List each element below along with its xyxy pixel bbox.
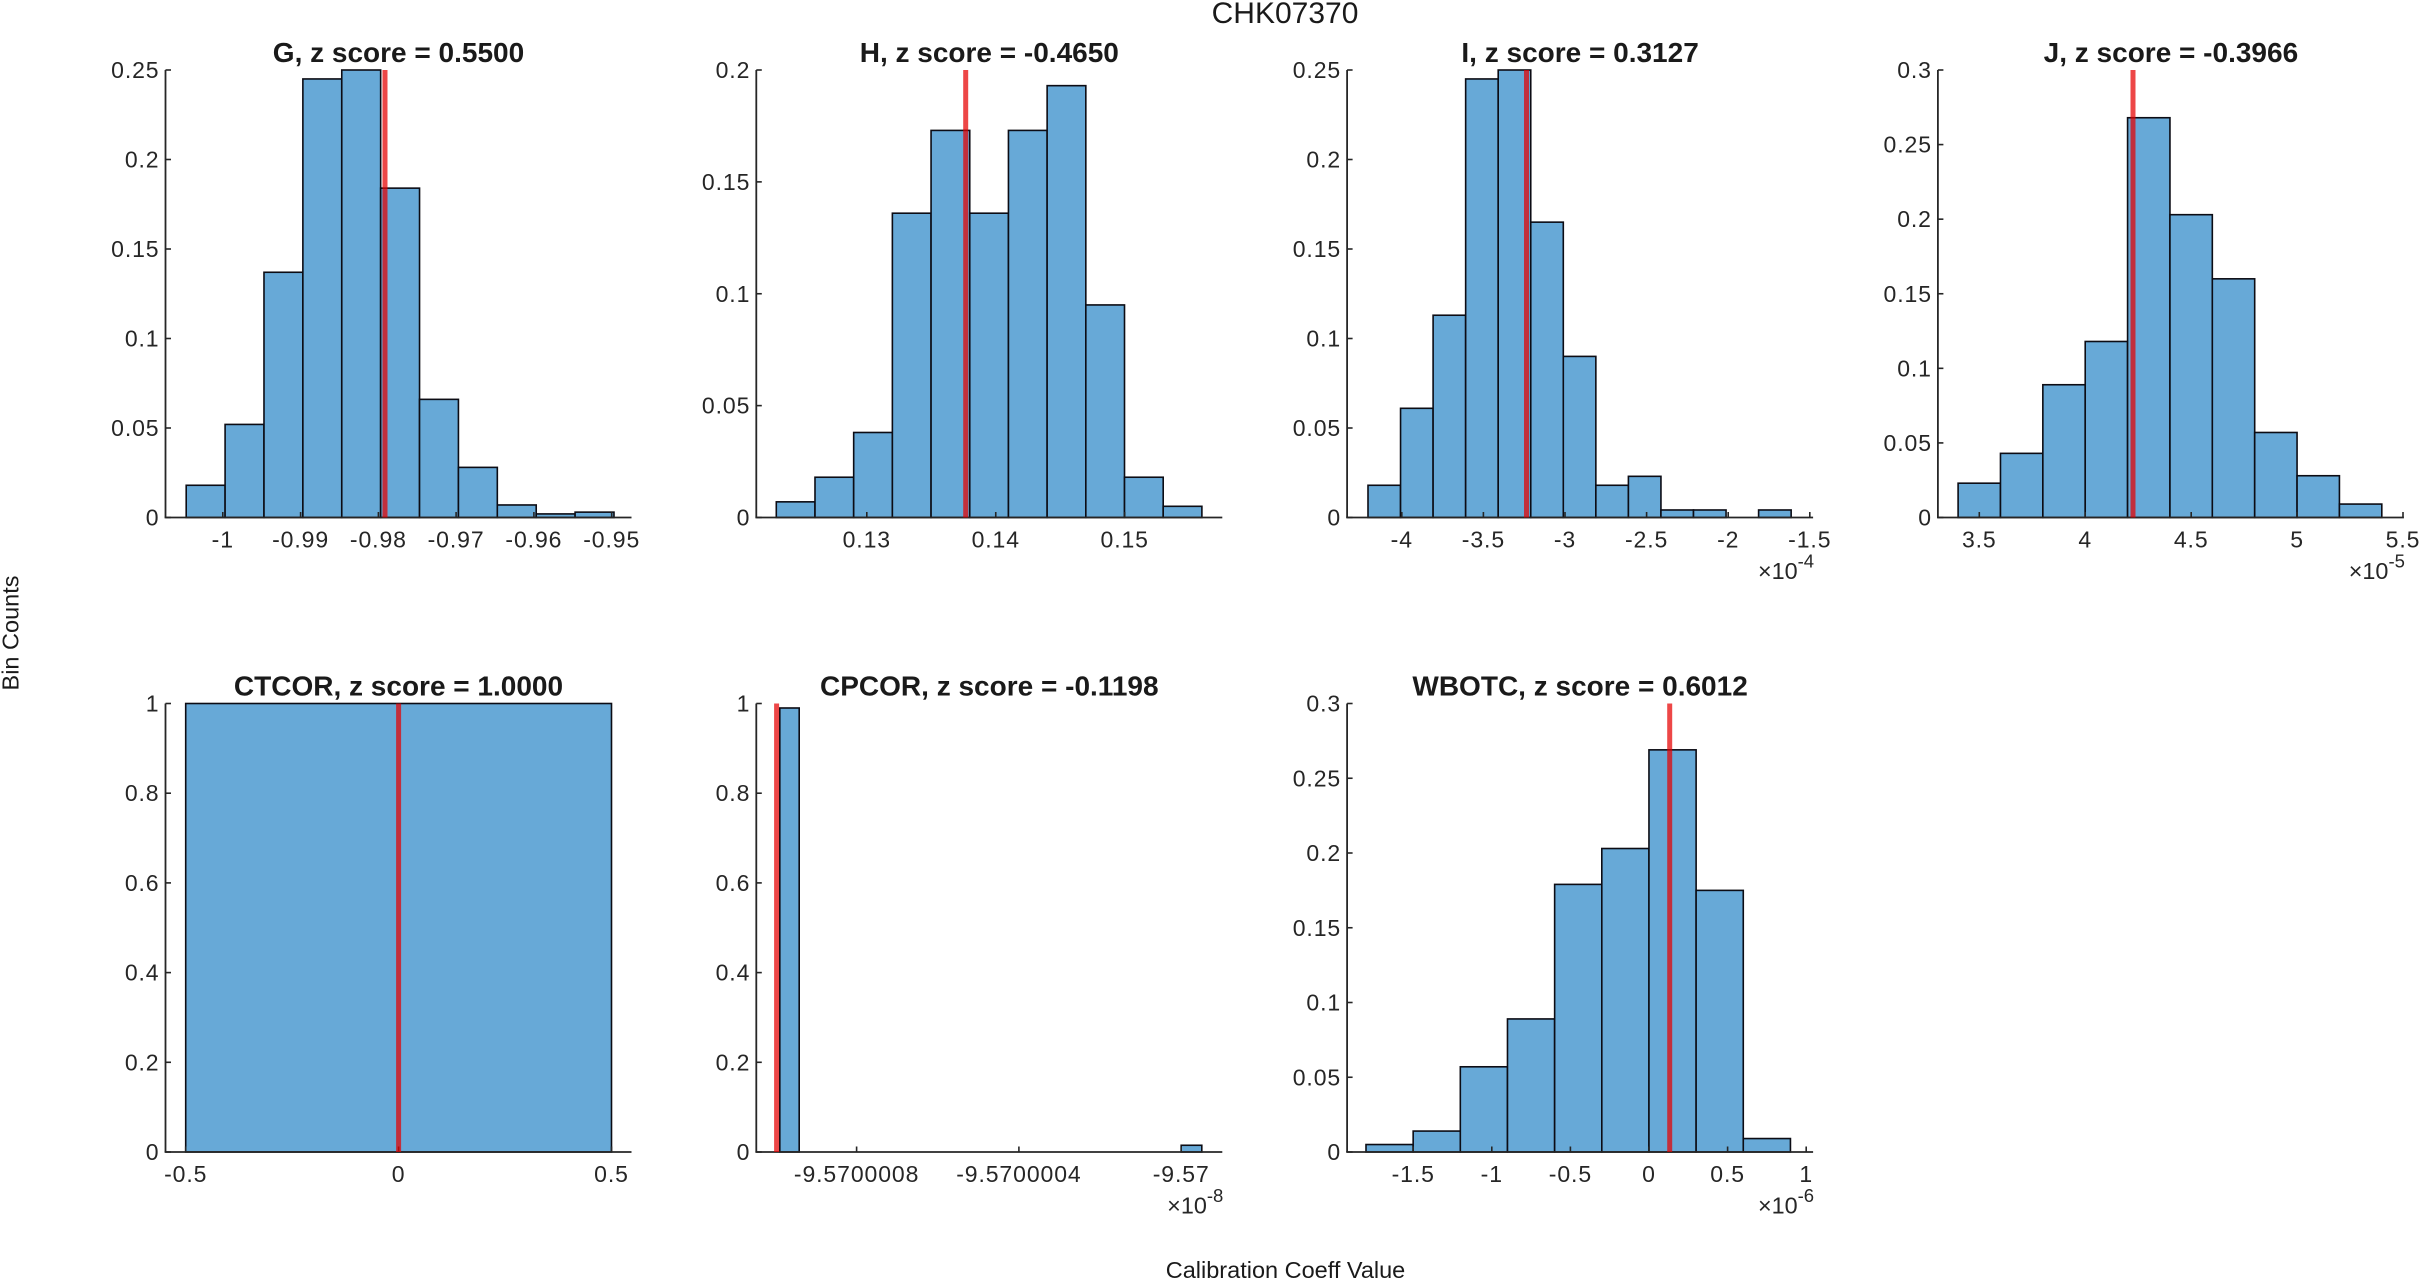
svg-text:WBOTC, z score = 0.6012: WBOTC, z score = 0.6012 [1412,670,1747,701]
svg-text:0.2: 0.2 [1306,147,1341,173]
svg-text:-4: -4 [1391,527,1413,553]
svg-text:-2.5: -2.5 [1625,527,1668,553]
svg-text:1: 1 [146,691,160,717]
svg-text:0: 0 [1327,505,1341,531]
svg-text:0.6: 0.6 [125,870,160,896]
svg-text:0: 0 [1918,505,1932,531]
svg-text:5: 5 [2290,527,2304,553]
svg-text:1: 1 [737,691,751,717]
svg-text:0.1: 0.1 [1306,990,1341,1016]
svg-text:5.5: 5.5 [2386,527,2421,553]
svg-text:0.2: 0.2 [1897,206,1932,232]
svg-text:1: 1 [1799,1161,1813,1187]
svg-text:0.1: 0.1 [1897,355,1932,381]
svg-text:0.2: 0.2 [125,147,160,173]
svg-text:-0.96: -0.96 [505,527,562,553]
svg-text:-9.5700008: -9.5700008 [794,1161,919,1187]
svg-text:I, z score = 0.3127: I, z score = 0.3127 [1461,37,1698,68]
svg-text:0.15: 0.15 [111,236,159,262]
svg-text:0.8: 0.8 [716,780,751,806]
svg-text:0.15: 0.15 [702,169,750,195]
svg-text:-2: -2 [1717,527,1739,553]
svg-text:G, z score = 0.5500: G, z score = 0.5500 [273,37,524,68]
svg-text:0.25: 0.25 [111,57,159,83]
svg-text:0.4: 0.4 [716,960,751,986]
svg-text:0.8: 0.8 [125,780,160,806]
svg-text:-3: -3 [1554,527,1576,553]
svg-text:0.14: 0.14 [972,527,1020,553]
svg-text:-1: -1 [212,527,234,553]
svg-text:CTCOR, z score = 1.0000: CTCOR, z score = 1.0000 [234,670,563,701]
svg-text:Bin Counts: Bin Counts [0,576,24,691]
svg-text:0.5: 0.5 [1710,1161,1745,1187]
svg-text:-1: -1 [1481,1161,1503,1187]
svg-text:-9.5700004: -9.5700004 [956,1161,1081,1187]
svg-text:0.13: 0.13 [843,527,891,553]
svg-text:0: 0 [146,505,160,531]
svg-text:-0.99: -0.99 [272,527,329,553]
svg-text:0: 0 [1327,1139,1341,1165]
svg-text:0.15: 0.15 [1293,236,1341,262]
svg-text:0.2: 0.2 [716,57,751,83]
svg-text:0.05: 0.05 [1293,1064,1341,1090]
svg-text:-3.5: -3.5 [1462,527,1505,553]
svg-text:0.15: 0.15 [1884,281,1932,307]
svg-text:0.2: 0.2 [1306,840,1341,866]
svg-text:0.2: 0.2 [125,1049,160,1075]
svg-text:0: 0 [392,1161,406,1187]
svg-text:3.5: 3.5 [1962,527,1997,553]
svg-text:0.15: 0.15 [1293,915,1341,941]
svg-text:0.15: 0.15 [1101,527,1149,553]
svg-text:J, z score = -0.3966: J, z score = -0.3966 [2044,37,2299,68]
svg-text:-0.5: -0.5 [1549,1161,1592,1187]
svg-text:0.5: 0.5 [594,1161,629,1187]
svg-text:0.4: 0.4 [125,960,160,986]
svg-text:0.05: 0.05 [111,415,159,441]
svg-text:0.25: 0.25 [1293,765,1341,791]
svg-text:0.05: 0.05 [702,393,750,419]
svg-text:-0.97: -0.97 [428,527,485,553]
svg-text:4.5: 4.5 [2174,527,2209,553]
svg-text:-1.5: -1.5 [1788,527,1831,553]
svg-text:0.3: 0.3 [1306,691,1341,717]
svg-text:CPCOR, z score = -0.1198: CPCOR, z score = -0.1198 [820,670,1159,701]
svg-text:0: 0 [737,505,751,531]
svg-text:0.6: 0.6 [716,870,751,896]
svg-text:0.25: 0.25 [1884,132,1932,158]
svg-text:0.1: 0.1 [716,281,751,307]
svg-text:Calibration Coeff Value: Calibration Coeff Value [1166,1257,1406,1281]
svg-text:0.05: 0.05 [1884,430,1932,456]
svg-text:0.1: 0.1 [125,326,160,352]
svg-text:0.1: 0.1 [1306,326,1341,352]
svg-text:-1.5: -1.5 [1392,1161,1435,1187]
svg-text:-0.98: -0.98 [350,527,407,553]
svg-text:-0.95: -0.95 [583,527,640,553]
svg-text:-0.5: -0.5 [164,1161,207,1187]
svg-text:0.3: 0.3 [1897,57,1932,83]
svg-text:0: 0 [737,1139,751,1165]
svg-text:H, z score = -0.4650: H, z score = -0.4650 [860,37,1119,68]
svg-text:0.05: 0.05 [1293,415,1341,441]
svg-text:0.2: 0.2 [716,1049,751,1075]
svg-text:0: 0 [146,1139,160,1165]
svg-text:4: 4 [2078,527,2092,553]
svg-text:CHK07370: CHK07370 [1212,0,1359,30]
svg-text:0.25: 0.25 [1293,57,1341,83]
svg-text:-9.57: -9.57 [1153,1161,1210,1187]
svg-text:0: 0 [1642,1161,1656,1187]
